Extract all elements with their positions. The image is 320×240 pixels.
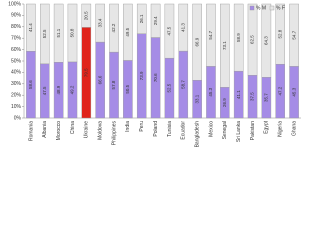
x-tick-label: Mexico	[208, 121, 214, 137]
value-label: 52.8	[277, 29, 282, 38]
bar-segment	[26, 3, 36, 52]
bar-segment	[67, 3, 78, 63]
value-label: 66.9	[194, 37, 199, 46]
value-label: 47.5	[167, 26, 172, 35]
bar-segment	[150, 3, 161, 38]
x-tick-label: Pakistan	[250, 121, 256, 140]
x-tick-label: Peru	[139, 121, 145, 132]
y-tick-label: 70%	[11, 36, 22, 42]
value-label: 62.5	[250, 35, 255, 44]
y-tick-label: 0%	[14, 115, 22, 121]
x-tick-label: Morocco	[56, 121, 62, 140]
value-label: 33.4	[97, 18, 102, 27]
x-tick-label: Senegal	[222, 121, 228, 139]
bar-segment	[275, 3, 285, 65]
value-label: 47.2	[277, 86, 282, 95]
x-tick-label: Ukraine	[84, 121, 90, 138]
value-label: 73.1	[222, 41, 227, 50]
x-tick-label: Tunisia	[167, 121, 173, 137]
value-label: 45.3	[208, 87, 213, 96]
bar-segment	[233, 3, 244, 72]
value-label: 42.2	[111, 23, 116, 32]
value-label: 57.8	[111, 80, 116, 89]
y-tick-label: 10%	[11, 104, 22, 110]
legend-label: % F	[276, 6, 285, 12]
y-tick-label: 30%	[11, 81, 22, 87]
value-label: 70.6	[153, 73, 158, 82]
value-label: 50.5	[125, 84, 130, 93]
bar-segment	[178, 3, 189, 52]
bar-segment	[220, 3, 230, 88]
value-label: 50.8	[70, 28, 75, 37]
bar-segment	[164, 3, 175, 59]
x-tick-label: Bangladesh	[194, 121, 200, 148]
y-tick-label: 40%	[11, 70, 22, 76]
x-tick-label: India	[125, 121, 131, 132]
value-label: 47.5	[42, 86, 47, 95]
value-label: 26.1	[139, 14, 144, 23]
value-label: 73.9	[139, 71, 144, 80]
x-tick-label: Nigeria	[278, 121, 284, 137]
value-label: 58.7	[180, 80, 185, 89]
legend-label: % M	[256, 6, 266, 12]
value-label: 54.7	[291, 30, 296, 39]
value-label: 41.1	[236, 90, 241, 99]
value-label: 29.4	[153, 16, 158, 25]
bar-segment	[261, 3, 272, 78]
bar-segment	[123, 3, 133, 61]
value-label: 79.5	[84, 68, 89, 77]
x-tick-label: China	[70, 121, 76, 134]
legend-swatch	[269, 5, 275, 11]
y-tick-label: 100%	[8, 1, 21, 7]
value-label: 66.6	[97, 75, 102, 84]
x-tick-label: Ghana	[291, 121, 297, 136]
value-label: 35.7	[264, 93, 269, 102]
bar-segment	[109, 3, 119, 53]
x-tick-label: Poland	[153, 121, 159, 137]
x-tick-label: Romania	[28, 121, 34, 141]
value-label: 52.5	[167, 83, 172, 92]
x-tick-label: Egypt	[264, 120, 270, 133]
x-tick-label: Ecuador	[181, 121, 187, 140]
y-tick-label: 90%	[11, 13, 22, 19]
value-label: 49.5	[125, 27, 130, 36]
legend-swatch	[249, 5, 255, 11]
y-tick-label: 20%	[11, 93, 22, 99]
value-label: 41.4	[28, 23, 33, 32]
bar-segment	[95, 3, 105, 43]
bar-segment	[247, 3, 258, 76]
value-label: 26.9	[222, 98, 227, 107]
bar-segment	[136, 3, 147, 34]
chart: 0% 10% 20% 30% 40% 50% 60% 70% 80% 90% 100% 58.6 41.…	[8, 1, 301, 148]
value-label: 48.9	[56, 85, 61, 94]
value-label: 51.1	[56, 28, 61, 37]
value-label: 58.9	[236, 33, 241, 42]
value-label: 20.5	[84, 11, 89, 20]
value-label: 41.3	[180, 23, 185, 32]
y-tick-label: 60%	[11, 47, 22, 53]
x-tick-label: Albania	[42, 121, 48, 138]
value-label: 37.5	[250, 92, 255, 101]
y-tick-label: 50%	[11, 58, 22, 64]
bar-segment	[206, 3, 216, 67]
x-tick-label: Moldova	[98, 121, 104, 140]
bar-segment	[289, 3, 299, 67]
value-label: 64.3	[264, 36, 269, 45]
bar-segment	[53, 3, 64, 63]
value-label: 45.3	[291, 87, 296, 96]
x-tick-label: Philippines	[111, 121, 117, 146]
value-label: 54.7	[208, 30, 213, 39]
y-tick-label: 80%	[11, 24, 22, 30]
x-tick-label: Sri Lanka	[236, 121, 242, 142]
value-label: 33.1	[194, 94, 199, 103]
bar-segment	[81, 3, 92, 28]
bar-segment	[40, 3, 50, 65]
value-label: 58.6	[28, 80, 33, 89]
value-label: 52.5	[42, 29, 47, 38]
bar-segment	[192, 3, 202, 81]
value-label: 49.2	[70, 85, 75, 94]
